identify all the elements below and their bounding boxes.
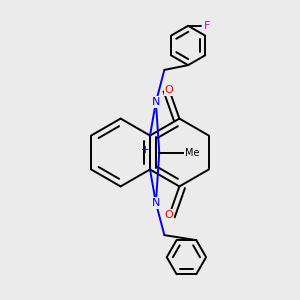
Text: Me: Me <box>185 148 200 158</box>
Text: O: O <box>165 85 174 95</box>
Text: O: O <box>165 210 174 220</box>
Text: N: N <box>152 97 160 107</box>
Text: N: N <box>152 198 160 208</box>
Text: F: F <box>204 21 211 31</box>
Text: +: + <box>141 146 150 155</box>
